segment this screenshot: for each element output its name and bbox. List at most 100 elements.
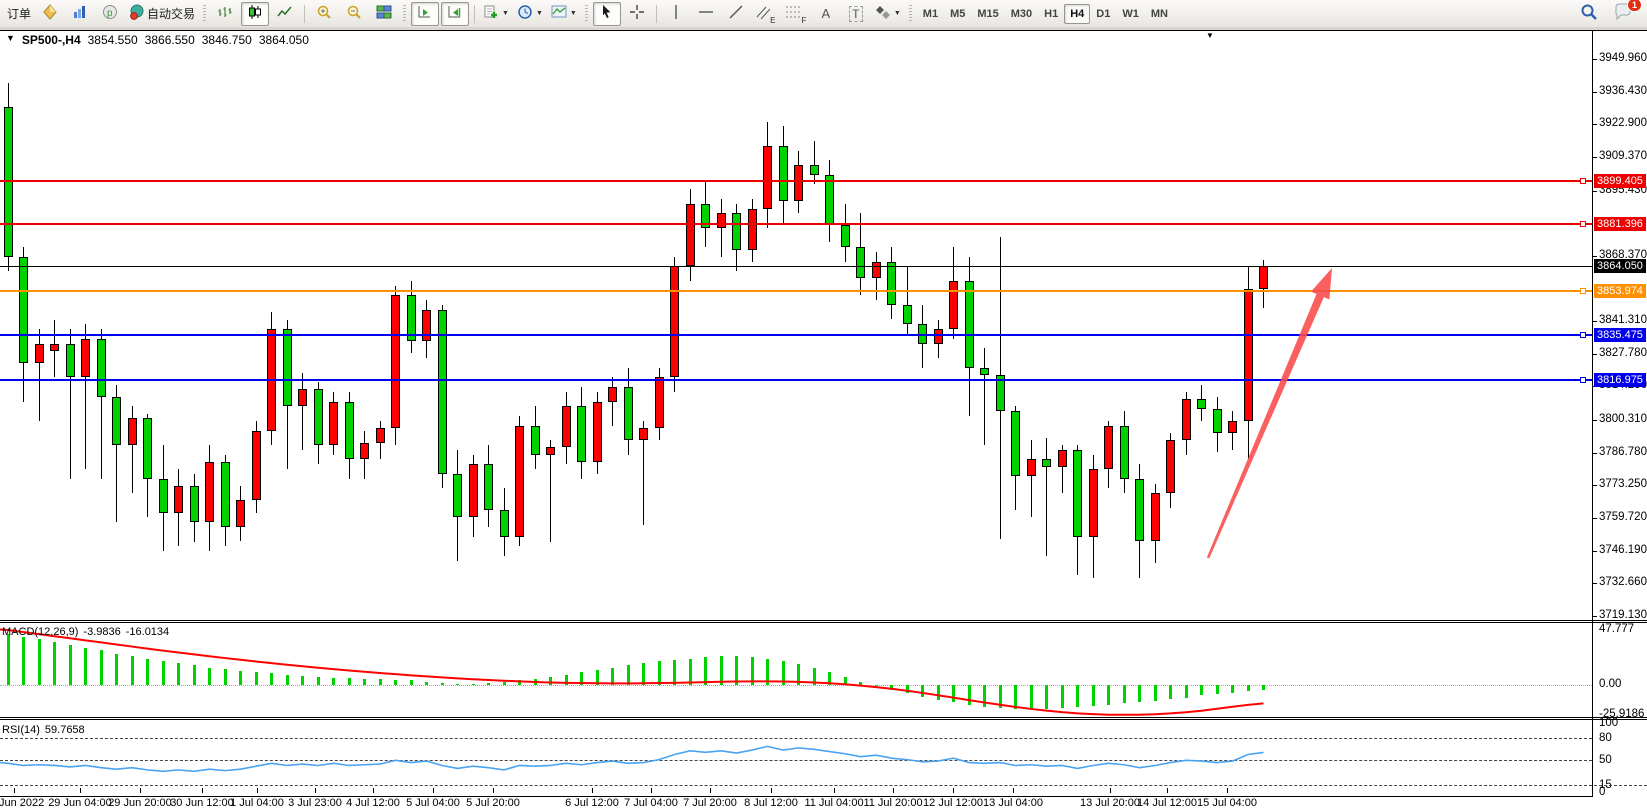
chevron-down-icon[interactable]: ▼ bbox=[6, 33, 15, 43]
time-tick bbox=[1110, 788, 1111, 793]
crosshair-button[interactable] bbox=[623, 2, 651, 26]
notifications-button[interactable]: 1 bbox=[1609, 0, 1642, 26]
auto-trading-icon bbox=[129, 4, 145, 23]
candle-body bbox=[949, 280, 958, 330]
gold-diamond-icon bbox=[42, 4, 58, 23]
chart-shift-marker-icon[interactable]: ▼ bbox=[1206, 31, 1214, 40]
text-tool-label: A bbox=[821, 6, 831, 21]
chat-bubble-icon bbox=[1614, 3, 1632, 24]
auto-scroll-icon bbox=[417, 4, 433, 23]
dropdown-arrow-icon[interactable]: ▼ bbox=[502, 10, 509, 17]
time-tick bbox=[953, 788, 954, 793]
price-tick bbox=[1592, 452, 1597, 454]
price-tick-label: 3719.130 bbox=[1599, 608, 1647, 621]
line-chart-button[interactable] bbox=[271, 2, 299, 26]
macd-bar bbox=[812, 667, 816, 685]
new-order-button[interactable]: ▼ bbox=[480, 2, 512, 26]
candle-wick bbox=[1061, 444, 1063, 494]
dropdown-arrow-icon[interactable]: ▼ bbox=[535, 10, 543, 17]
price-tick bbox=[1592, 420, 1597, 422]
chart-shift-button[interactable] bbox=[441, 1, 470, 26]
candle-wick bbox=[813, 140, 815, 185]
timeframe-button-h1[interactable]: H1 bbox=[1044, 7, 1059, 20]
vertical-line-tool-button[interactable] bbox=[662, 2, 690, 26]
timeframe-button-d1[interactable]: D1 bbox=[1096, 7, 1111, 20]
timeframe-button-h4[interactable]: H4 bbox=[1064, 3, 1091, 24]
macd-bar bbox=[363, 679, 366, 685]
timeframe-button-m1[interactable]: M1 bbox=[922, 7, 939, 20]
candle-body bbox=[794, 165, 803, 202]
period-button[interactable]: ▼ bbox=[514, 2, 546, 26]
level-line[interactable] bbox=[0, 289, 1592, 292]
line-handle[interactable] bbox=[1580, 221, 1586, 228]
orders-button-label: 订单 bbox=[7, 7, 32, 21]
candle-body bbox=[1212, 408, 1222, 433]
navigator-button[interactable]: p bbox=[96, 2, 124, 26]
candle-body bbox=[778, 145, 788, 202]
price-tick bbox=[1592, 518, 1597, 520]
timeframe-button-m30[interactable]: M30 bbox=[1010, 7, 1033, 20]
macd-bar bbox=[1169, 685, 1172, 699]
panel-separator[interactable] bbox=[0, 620, 1647, 621]
resistance-line[interactable] bbox=[0, 223, 1592, 226]
resistance-line[interactable] bbox=[0, 179, 1592, 182]
line-handle[interactable] bbox=[1580, 287, 1586, 294]
candle-wick bbox=[69, 329, 71, 479]
candle-body bbox=[34, 343, 44, 363]
macd-bar bbox=[595, 670, 599, 685]
macd-bar bbox=[471, 683, 475, 685]
vertical-line-icon bbox=[669, 4, 683, 23]
timeframe-button-m5[interactable]: M5 bbox=[950, 7, 966, 20]
high-value: 3866.550 bbox=[144, 33, 195, 47]
bar-chart-button[interactable] bbox=[211, 2, 239, 26]
candle-body bbox=[964, 280, 974, 368]
zoom-in-button[interactable] bbox=[310, 2, 338, 26]
timeframe-button-m15[interactable]: M15 bbox=[977, 7, 999, 20]
fibonacci-tool-button[interactable]: F bbox=[782, 2, 810, 26]
search-button[interactable] bbox=[1575, 2, 1603, 26]
macd-axis-label: -25.9186 bbox=[1599, 707, 1645, 720]
text-label-tool-button[interactable]: T bbox=[842, 2, 870, 26]
toolbar-right-icons: 1 bbox=[1575, 0, 1647, 26]
tile-windows-button[interactable] bbox=[370, 2, 398, 26]
timeframe-button-mn[interactable]: MN bbox=[1150, 7, 1168, 20]
panel-separator[interactable] bbox=[0, 717, 1647, 718]
price-tick bbox=[1592, 91, 1597, 93]
support-line[interactable] bbox=[0, 378, 1592, 381]
price-tick bbox=[1592, 156, 1597, 158]
horizontal-line-tool-button[interactable] bbox=[692, 2, 720, 26]
dropdown-arrow-icon[interactable]: ▼ bbox=[893, 10, 901, 17]
price-tick bbox=[1592, 59, 1597, 60]
auto-trading-button[interactable]: 自动交易 bbox=[126, 2, 198, 26]
main-chart-plot[interactable] bbox=[0, 31, 1592, 620]
candle-body bbox=[902, 305, 912, 325]
candle-body bbox=[747, 208, 757, 250]
shapes-tool-button[interactable]: ▼ bbox=[872, 2, 904, 26]
line-handle[interactable] bbox=[1580, 177, 1586, 184]
auto-scroll-button[interactable] bbox=[411, 1, 440, 26]
timeframe-button-w1[interactable]: W1 bbox=[1122, 7, 1139, 20]
trendline-tool-button[interactable] bbox=[722, 2, 750, 26]
macd-bar bbox=[890, 685, 893, 690]
time-label: 13 Jul 20:00 bbox=[1080, 797, 1140, 809]
zoom-out-button[interactable] bbox=[340, 2, 368, 26]
macd-indicator-plot[interactable] bbox=[0, 623, 1592, 717]
support-line[interactable] bbox=[0, 334, 1592, 337]
candlestick-chart-button[interactable] bbox=[241, 1, 270, 26]
market-watch-button[interactable] bbox=[66, 2, 94, 26]
macd-bar bbox=[921, 685, 924, 697]
candle-body bbox=[282, 329, 292, 407]
indicators-button[interactable]: ▼ bbox=[548, 2, 580, 26]
rsi-axis-label: 50 bbox=[1599, 753, 1612, 766]
line-handle[interactable] bbox=[1580, 332, 1586, 339]
history-button[interactable] bbox=[36, 2, 64, 26]
line-handle[interactable] bbox=[1580, 376, 1586, 383]
current-price-line[interactable] bbox=[0, 265, 1592, 267]
cursor-button[interactable] bbox=[592, 1, 621, 26]
channel-tool-button[interactable]: E bbox=[752, 2, 780, 26]
text-tool-button[interactable]: A bbox=[812, 2, 840, 26]
macd-label: MACD(12,26,9) -3.9836 -16.0134 bbox=[2, 626, 169, 638]
dropdown-arrow-icon[interactable]: ▼ bbox=[569, 10, 577, 17]
macd-bar bbox=[115, 653, 118, 685]
orders-button[interactable]: 订单 bbox=[4, 2, 34, 26]
